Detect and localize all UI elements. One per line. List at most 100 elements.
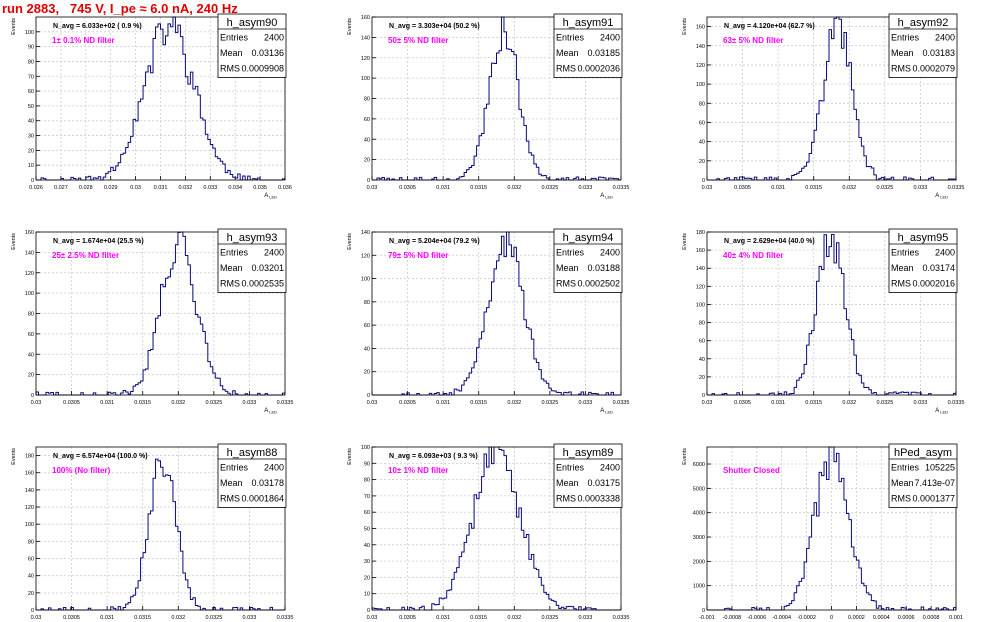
filter-annotation: 79± 5% ND filter: [388, 251, 448, 260]
plot-frame: [35, 16, 286, 181]
x-tick-label: 0.033: [203, 185, 217, 191]
plot-frame: [706, 231, 957, 396]
stats-box: h_asym88 Entries 2400 Mean 0.03178 RMS 0.00018…: [217, 443, 287, 508]
y-tick-label: 40: [28, 352, 34, 358]
y-axis-label: Events: [11, 233, 17, 250]
y-tick-label: 20: [28, 148, 34, 154]
x-tick-label: 0.034: [228, 185, 242, 191]
y-tick-label: 60: [364, 323, 370, 329]
navg-label: N_avg = 1.674e+04 (25.5 %): [53, 238, 144, 245]
y-tick-label: 20: [364, 370, 370, 376]
y-tick-label: 30: [28, 134, 34, 140]
y-tick-label: 80: [699, 321, 705, 327]
stats-value: 0.03201: [251, 263, 284, 273]
navg-label: N_avg = 6.574e+04 (100.0 %): [53, 453, 148, 460]
x-tick-label: 0.031: [154, 185, 168, 191]
stats-value: 0.0003338: [577, 494, 620, 504]
y-tick-label: 0: [31, 393, 34, 399]
navg-label: N_avg = 6.033e+02 ( 0.9 %): [53, 23, 142, 30]
stats-value: 2400: [600, 248, 620, 258]
stats-label: RMS: [220, 64, 240, 74]
x-tick-label: 0.0315: [134, 400, 151, 406]
histogram-panel-h_asym93: 0.03 0.0305 0.031 0.0315 0.032 0.0325 0.033 0.0…: [11, 228, 293, 415]
x-tick-label: 0: [830, 615, 833, 621]
histogram-panel-h_asym92: 0.03 0.0305 0.031 0.0315 0.032 0.0325 0.033 0.0…: [682, 13, 964, 200]
x-tick-label: 0.03: [367, 615, 378, 621]
plot-frame: [35, 231, 286, 396]
y-tick-label: 20: [28, 373, 34, 379]
navg-label: N_avg = 5.204e+04 (79.2 %): [389, 238, 480, 245]
y-tick-label: 50: [364, 527, 370, 533]
histogram-line: [707, 233, 957, 396]
stats-value: 2400: [600, 463, 620, 473]
stats-label: Mean: [556, 48, 579, 58]
y-tick-label: 80: [364, 478, 370, 484]
y-axis-label: Events: [347, 233, 353, 250]
stats-box-frame: [553, 13, 623, 78]
stats-value: 2400: [935, 248, 955, 258]
x-tick-label: 0.026: [29, 185, 43, 191]
y-tick-label: 2000: [693, 559, 705, 565]
navg-label: N_avg = 6.093e+03 ( 9.3 %): [389, 453, 478, 460]
stats-box: h_asym91 Entries 2400 Mean 0.03185 RMS 0.00020…: [553, 13, 623, 78]
stats-value: 0.03188: [587, 263, 620, 273]
y-axis-label: Events: [347, 18, 353, 35]
x-tick-label: 0.033: [914, 400, 928, 406]
y-tick-label: 10: [28, 163, 34, 169]
stats-label: Entries: [220, 463, 249, 473]
stats-label: Mean: [891, 478, 914, 488]
y-tick-label: 40: [28, 574, 34, 580]
stats-box-frame: [553, 228, 623, 293]
y-tick-label: 20: [364, 575, 370, 581]
y-axis-label: Events: [11, 18, 17, 35]
x-tick-label: -0.001: [699, 615, 715, 621]
histogram-name: h_asym92: [898, 17, 949, 29]
x-tick-label: 0.032: [842, 185, 856, 191]
y-tick-label: 40: [364, 346, 370, 352]
x-tick-label: 0.0305: [734, 400, 751, 406]
filter-annotation: 10± 1% ND filter: [388, 466, 448, 475]
x-tick-label: 0.031: [100, 615, 114, 621]
stats-value: 0.0001864: [241, 494, 284, 504]
y-tick-label: 140: [696, 266, 705, 272]
histogram-panel-h_asym88: 0.03 0.0305 0.031 0.0315 0.032 0.0325 0.033 0.0…: [11, 443, 294, 621]
y-tick-label: 140: [696, 44, 705, 50]
x-tick-label: 0.032: [507, 400, 521, 406]
stats-value: 0.0009908: [241, 64, 284, 74]
stats-label: RMS: [220, 494, 240, 504]
x-axis-label: ALED: [264, 408, 277, 415]
y-tick-label: 100: [696, 302, 705, 308]
stats-value: 0.0002079: [912, 64, 955, 74]
stats-box-frame: [217, 443, 287, 508]
x-tick-label: 0.035: [253, 185, 267, 191]
x-tick-label: 0.0325: [876, 400, 893, 406]
x-tick-label: 0.032: [179, 185, 193, 191]
y-tick-label: 140: [25, 250, 34, 256]
filter-annotation: 50± 5% ND filter: [388, 36, 448, 45]
y-tick-label: 100: [696, 82, 705, 88]
y-tick-label: 60: [28, 557, 34, 563]
x-tick-label: 0.029: [104, 185, 118, 191]
x-tick-label: 0.0305: [399, 185, 416, 191]
x-tick-label: 0.0305: [63, 400, 80, 406]
stats-box: h_asym94 Entries 2400 Mean 0.03188 RMS 0.00025…: [553, 228, 623, 293]
y-tick-label: 160: [25, 230, 34, 236]
stats-label: Entries: [891, 248, 920, 258]
y-tick-label: 80: [28, 312, 34, 318]
x-tick-label: 0.033: [579, 615, 593, 621]
y-tick-label: 60: [364, 510, 370, 516]
x-tick-label: 0.03: [31, 400, 42, 406]
x-tick-label: 0.032: [171, 615, 185, 621]
y-tick-label: 80: [364, 300, 370, 306]
y-tick-label: 140: [25, 488, 34, 494]
x-tick-label: 0.031: [771, 400, 785, 406]
y-tick-label: 60: [28, 89, 34, 95]
y-tick-label: 160: [696, 25, 705, 31]
x-tick-label: 0.0335: [277, 615, 294, 621]
stats-label: Entries: [891, 33, 920, 43]
y-tick-label: 0: [702, 608, 705, 614]
x-axis-label: ALED: [935, 193, 948, 200]
y-tick-label: 40: [364, 543, 370, 549]
y-tick-label: 20: [364, 158, 370, 164]
stats-box: h_asym93 Entries 2400 Mean 0.03201 RMS 0.00025…: [217, 228, 287, 293]
